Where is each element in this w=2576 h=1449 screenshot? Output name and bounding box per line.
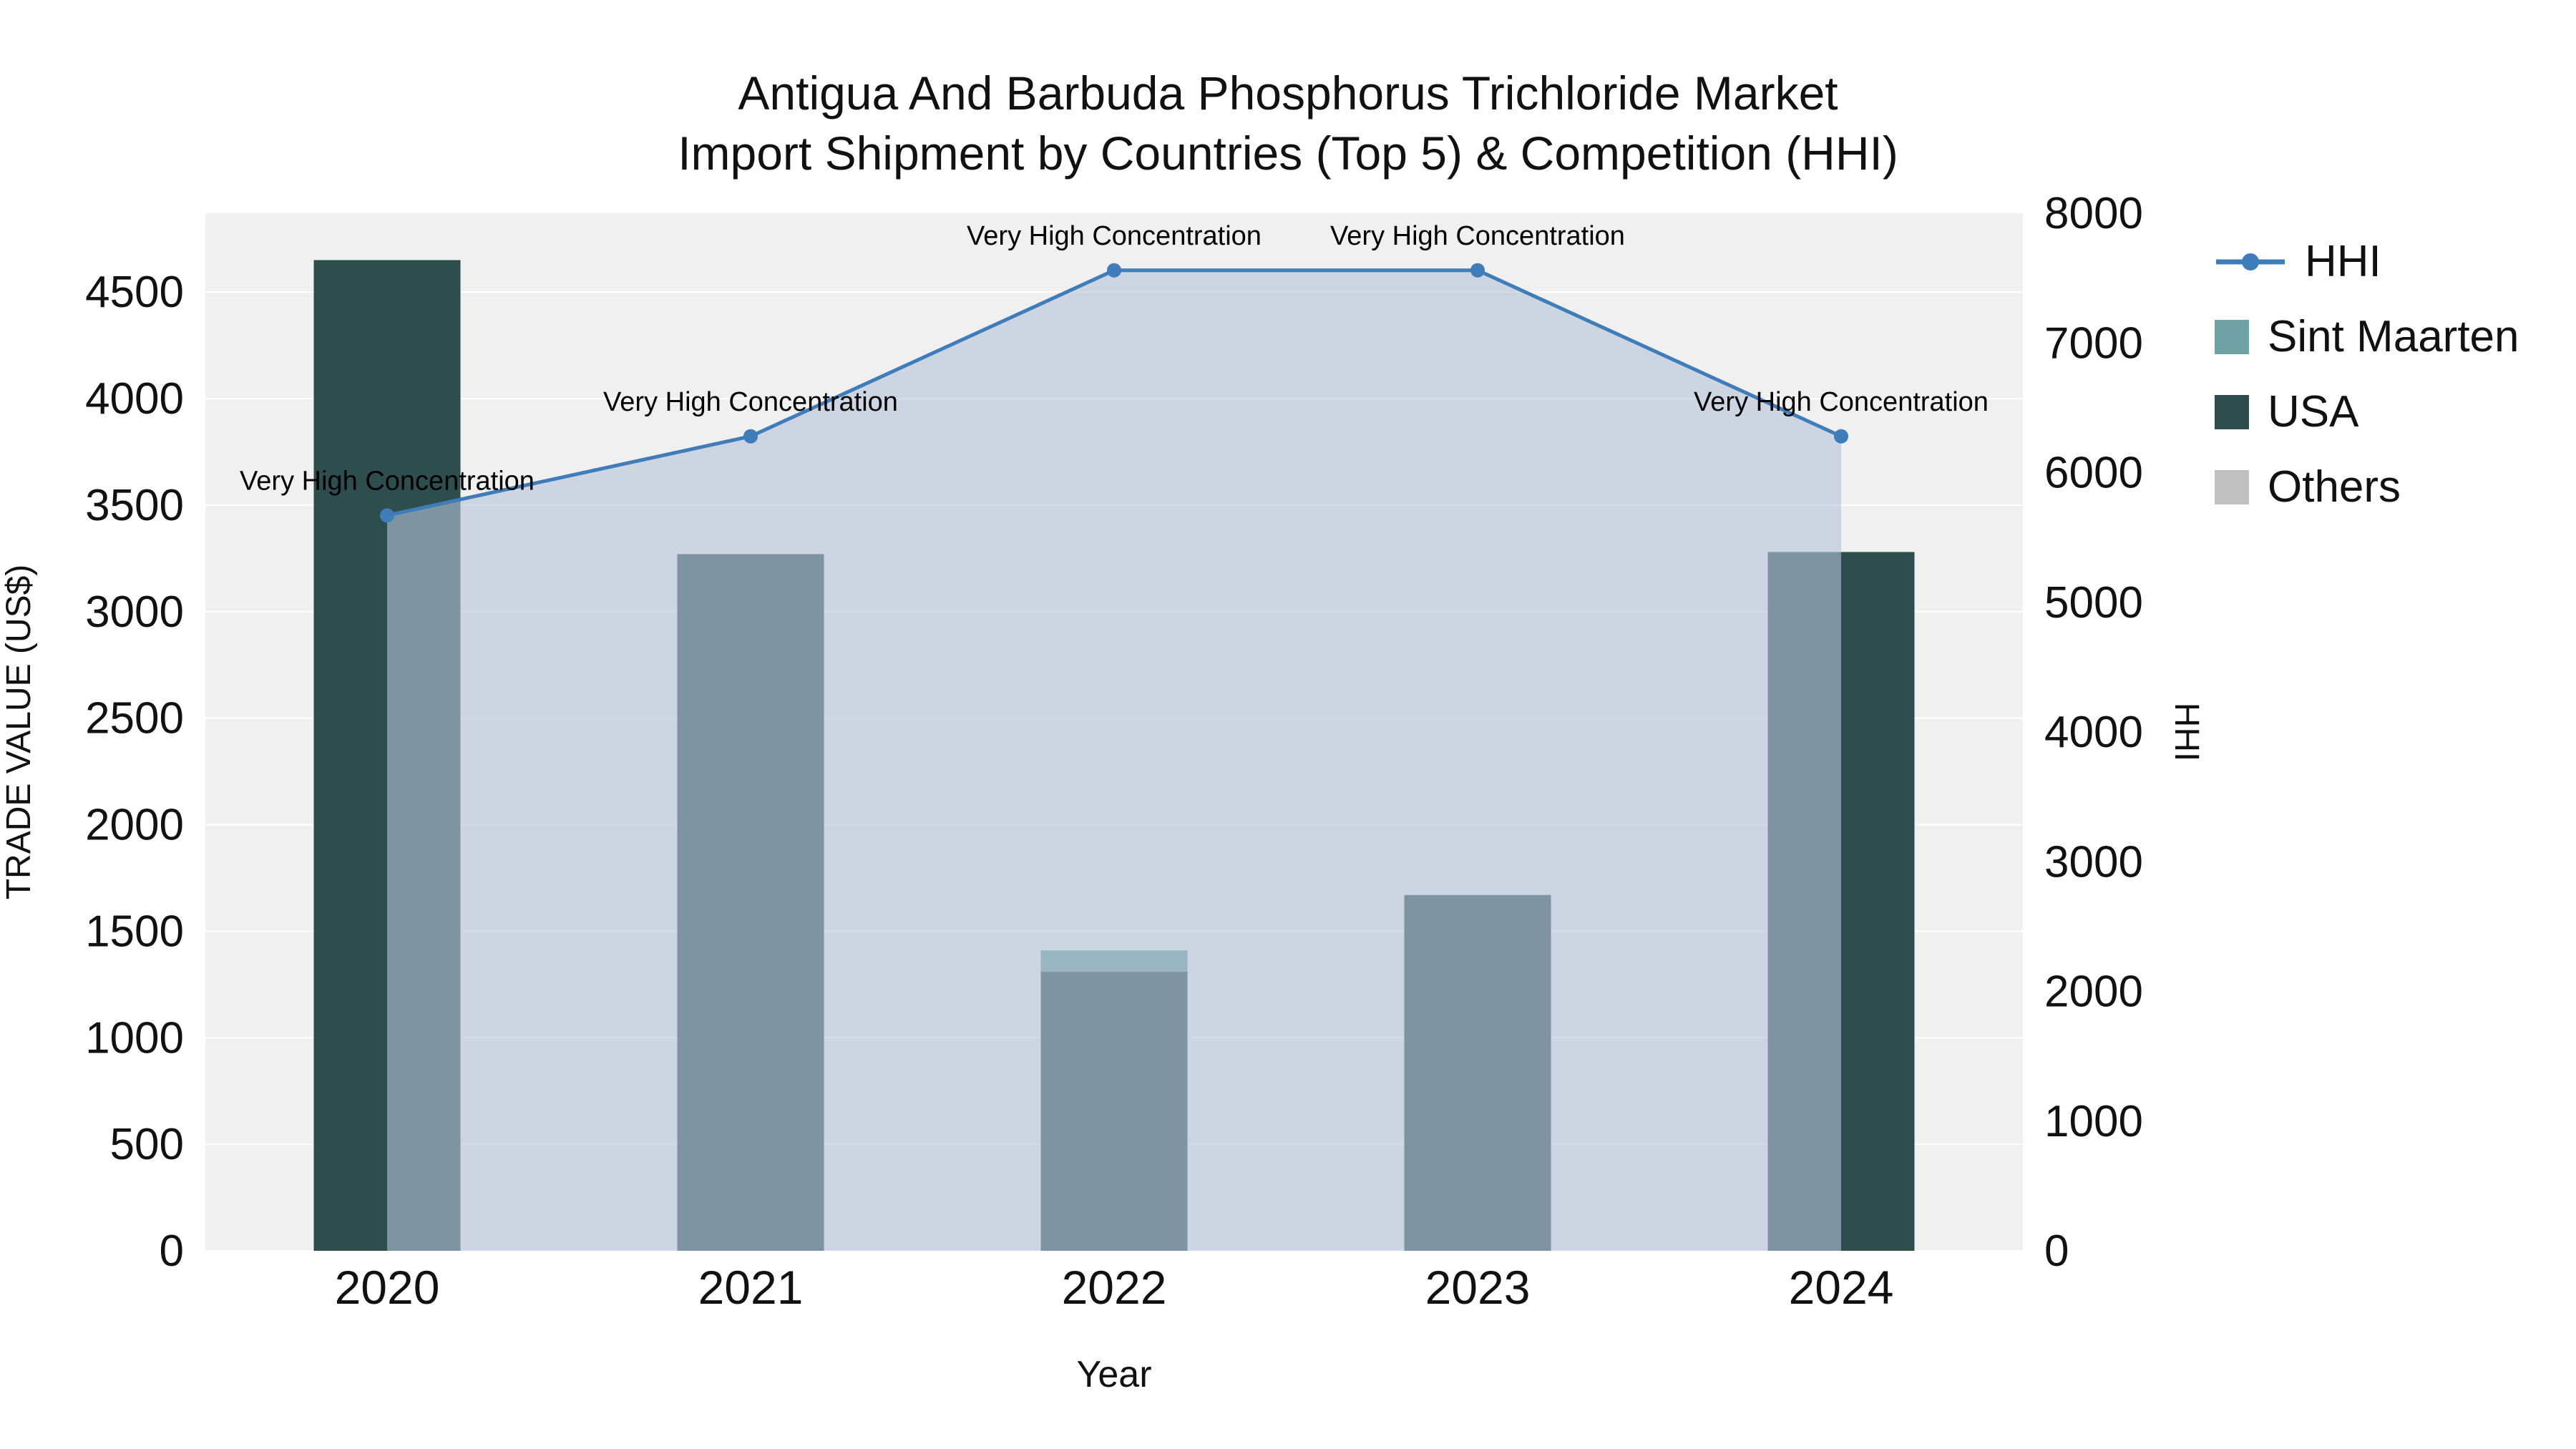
x-axis-tick-2020: 2020	[335, 1261, 440, 1314]
left-axis-title: TRADE VALUE (US$)	[0, 565, 38, 900]
legend-item-usa[interactable]: USA	[2215, 386, 2519, 437]
left-axis-tick: 3500	[85, 481, 184, 530]
hhi-line-swatch-icon	[2216, 253, 2285, 270]
hhi-marker-2021	[743, 429, 758, 444]
right-axis-tick: 7000	[2044, 318, 2143, 368]
hhi-marker-2024	[1834, 429, 1848, 444]
right-axis-tick: 5000	[2044, 578, 2143, 628]
legend-label-hhi: HHI	[2305, 237, 2381, 286]
left-axis-tick: 1000	[85, 1013, 184, 1063]
annotation-2020: Very High Concentration	[240, 466, 535, 496]
x-axis-tick-2022: 2022	[1062, 1261, 1167, 1314]
right-axis-tick: 4000	[2044, 708, 2143, 757]
annotation-2021: Very High Concentration	[603, 387, 898, 417]
left-axis-tick: 2500	[85, 694, 184, 743]
chart-legend: HHI Sint Maarten USA Others	[2215, 236, 2519, 512]
left-axis-tick: 0	[160, 1226, 184, 1276]
annotation-2022: Very High Concentration	[967, 221, 1262, 251]
right-axis-title: HHI	[2167, 703, 2205, 762]
hhi-marker-2023	[1470, 263, 1485, 278]
usa-swatch-icon	[2215, 394, 2249, 429]
left-axis-tick: 500	[110, 1120, 184, 1169]
chart-title: Antigua And Barbuda Phosphorus Trichlori…	[0, 63, 2576, 184]
legend-label-others: Others	[2268, 462, 2401, 512]
legend-label-usa: USA	[2268, 387, 2359, 436]
others-swatch-icon	[2215, 469, 2249, 504]
right-axis-tick: 6000	[2044, 449, 2143, 498]
left-axis-tick: 4500	[85, 268, 184, 317]
x-axis-tick-2023: 2023	[1425, 1261, 1531, 1314]
left-axis-tick: 2000	[85, 801, 184, 850]
right-axis-tick: 3000	[2044, 837, 2143, 887]
left-axis-tick: 1500	[85, 907, 184, 956]
right-axis-tick: 0	[2044, 1226, 2069, 1276]
x-axis-title: Year	[1076, 1354, 1151, 1395]
legend-item-others[interactable]: Others	[2215, 462, 2519, 512]
legend-label-sint-maarten: Sint Maarten	[2268, 312, 2519, 361]
sint-maarten-swatch-icon	[2215, 319, 2249, 354]
chart-title-line2: Import Shipment by Countries (Top 5) & C…	[678, 127, 1898, 180]
chart-title-line1: Antigua And Barbuda Phosphorus Trichlori…	[738, 67, 1838, 119]
x-axis-tick-2024: 2024	[1789, 1261, 1894, 1314]
legend-item-hhi[interactable]: HHI	[2215, 236, 2519, 287]
right-axis-tick: 2000	[2044, 967, 2143, 1017]
right-axis-tick: 8000	[2044, 189, 2143, 238]
annotation-2023: Very High Concentration	[1330, 221, 1625, 251]
right-axis-tick: 1000	[2044, 1097, 2143, 1146]
hhi-area	[387, 270, 1841, 1251]
hhi-marker-2022	[1107, 263, 1121, 278]
legend-item-sint-maarten[interactable]: Sint Maarten	[2215, 311, 2519, 362]
left-axis-tick: 4000	[85, 374, 184, 424]
left-axis-tick: 3000	[85, 587, 184, 637]
annotation-2024: Very High Concentration	[1694, 387, 1989, 417]
hhi-marker-2020	[380, 508, 394, 523]
x-axis-tick-2021: 2021	[698, 1261, 804, 1314]
